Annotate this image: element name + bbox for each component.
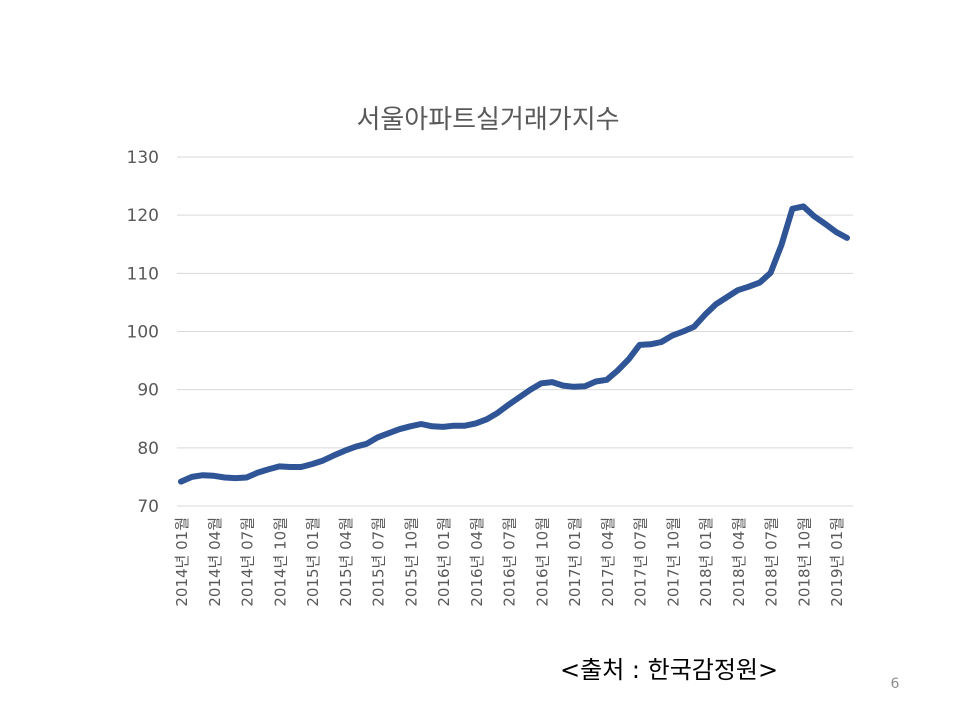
x-tick-label: 2017년 10월: [664, 517, 682, 607]
source-note: <출처 : 한국감정원>: [560, 656, 779, 684]
x-tick-label: 2016년 07월: [501, 517, 519, 607]
chart-title: 서울아파트실거래가지수: [356, 105, 619, 135]
y-tick-label: 120: [127, 206, 159, 226]
x-tick-label: 2014년 04월: [206, 517, 224, 607]
x-tick-label: 2014년 01월: [173, 517, 191, 607]
x-axis-ticks: 2014년 01월 2014년 04월 2014년 07월 2014년 10월 2015…: [173, 517, 846, 607]
x-tick-label: 2014년 10월: [271, 517, 289, 607]
x-tick-label: 2015년 01월: [304, 517, 322, 607]
page-number: 6: [890, 676, 900, 692]
series-line: [178, 203, 850, 485]
x-tick-label: 2015년 04월: [337, 517, 355, 607]
y-tick-label: 110: [127, 264, 159, 284]
y-tick-label: 90: [137, 381, 159, 401]
x-tick-label: 2019년 01월: [828, 517, 846, 607]
x-tick-label: 2017년 04월: [599, 517, 617, 607]
x-tick-label: 2016년 01월: [435, 517, 453, 607]
x-tick-label: 2016년 10월: [533, 517, 551, 607]
y-tick-label: 130: [127, 148, 159, 168]
x-tick-label: 2015년 07월: [370, 517, 388, 607]
x-tick-label: 2018년 07월: [763, 517, 781, 607]
x-tick-label: 2018년 10월: [795, 517, 813, 607]
x-tick-label: 2015년 10월: [402, 517, 420, 607]
x-tick-label: 2016년 04월: [468, 517, 486, 607]
x-tick-label: 2018년 01월: [697, 517, 715, 607]
x-tick-label: 2014년 07월: [239, 517, 257, 607]
y-tick-label: 80: [137, 439, 159, 459]
y-tick-label: 70: [137, 497, 159, 517]
y-axis-ticks: 70 80 90 100 110 120 130: [127, 148, 159, 517]
x-tick-label: 2018년 04월: [730, 517, 748, 607]
x-tick-label: 2017년 07월: [632, 517, 650, 607]
y-tick-label: 100: [127, 323, 159, 343]
x-tick-label: 2017년 01월: [566, 517, 584, 607]
gridlines: [177, 156, 853, 507]
